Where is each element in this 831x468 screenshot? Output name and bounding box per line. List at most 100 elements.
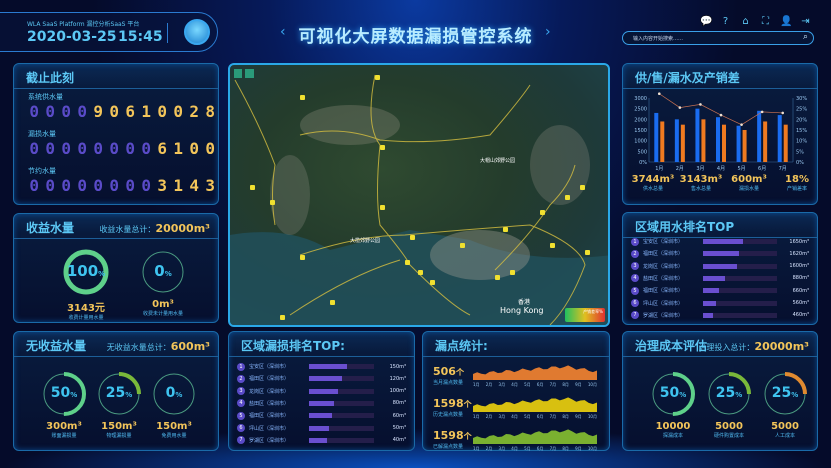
map-marker-icon[interactable] [250,185,255,190]
panel-title: 供/售/漏水及产销差 [635,71,740,85]
y-tick-label: 500 [637,149,647,155]
supply-stat: 3744m³ 供水总量 [631,174,675,192]
digit: 0 [61,102,72,121]
digit: 3 [205,176,216,195]
month-tick: 4月 [511,414,518,419]
counter-label: 系统供水量 [28,93,63,101]
month-tick: 10月 [587,382,597,387]
map-label: 大帽山郊野公园 [480,158,516,164]
map-marker-icon[interactable] [540,210,545,215]
month-tick: 2月 [485,382,493,387]
chat-icon[interactable]: 💬 [700,16,713,27]
bar-sales [660,121,665,162]
map-marker-icon[interactable] [405,260,410,265]
map-marker-icon[interactable] [580,185,585,190]
y2-tick-label: 20% [796,117,807,123]
digit: 0 [205,139,216,158]
map-marker-icon[interactable] [430,280,435,285]
ring-label: 免费用水量 [161,433,187,439]
rank-value: 1600m³ [789,263,809,270]
map-marker-icon[interactable] [460,243,465,248]
digit: 0 [173,102,184,121]
y2-tick-label: 15% [796,128,807,134]
moment-panel: 截止此刻 系统供水量 0 0 0 0 9 0 6 1 0 0 2 8 漏损水量 0 0 0 0 0 0 0 0 6 1 0 0 节约… [13,63,219,205]
search-input[interactable]: 输入内容开始搜索…… ⌕ [622,31,814,45]
ring-value: 0m³ [152,299,174,310]
map-marker-icon[interactable] [270,200,275,205]
percent-ring: 0% 150m³ 免费用水量 [149,369,199,439]
map-marker-icon[interactable] [280,315,285,320]
rank-row: 4 盐田区（深圳市） 880m³ [631,274,809,283]
x-tick-label: 2月 [676,166,684,172]
header-info-box: WLA SaaS Platform 漏控分析SaaS 平台 2020-03-25… [0,12,218,52]
map-marker-icon[interactable] [410,235,415,240]
map-marker-icon[interactable] [585,250,590,255]
percent-ring: 50% 300m³ 账面漏损量 [39,369,89,439]
supply-stat: 600m³ 漏损水量 [731,174,767,192]
digit: 6 [125,102,136,121]
bar-supply [777,115,782,162]
rank-number: 2 [237,374,245,383]
digit: 3 [157,176,168,195]
panel-title: 漏点统计: [435,339,488,353]
map-marker-icon[interactable] [565,195,570,200]
month-tick: 3月 [498,414,506,419]
rank-row: 1 宝安区（深圳市） 150m³ [237,362,406,371]
map-marker-icon[interactable] [380,145,385,150]
month-tick: 5月 [524,414,531,419]
month-tick: 2月 [485,414,493,419]
cost-panel: 治理成本评估 治理投入总计：20000m³ 50% 10000 探漏成本 25%… [622,331,818,451]
leak-area-chart [473,397,597,412]
month-tick: 7月 [549,382,557,387]
leak-count: 1598个 历史漏点数量 [433,397,472,418]
leak-count: 1598个 已解漏点数量 [433,429,472,450]
map-marker-icon[interactable] [495,275,500,280]
bar-sales [742,130,747,162]
rank-row: 3 龙岗区（深圳市） 1600m³ [631,262,809,271]
rank-row: 2 福田区（深圳市） 120m³ [237,374,406,383]
bar-supply [716,117,720,162]
month-tick: 4月 [511,446,518,451]
map-marker-icon[interactable] [418,270,423,275]
leak-count: 506个 当月漏点数量 [433,365,464,386]
map-view[interactable]: 大帽山郊野公园 大榄郊野公园 香港 Hong Kong 产销差率% [228,63,610,327]
search-icon[interactable]: ⌕ [802,32,808,42]
rank-bar [309,425,330,431]
rank-bar [703,275,726,281]
help-icon[interactable]: ? [722,16,729,27]
region-name: 福田区（深圳市） [643,251,684,258]
rank-number: 7 [237,436,245,445]
map-marker-icon[interactable] [330,300,335,305]
rank-number: 3 [237,387,245,396]
user-icon[interactable]: 👤 [780,16,793,27]
month-tick: 1月 [473,446,480,451]
supply-stat: 18% 产销差率 [785,174,809,192]
map-marker-icon[interactable] [503,227,508,232]
rank-value: 100m³ [389,388,406,395]
home-icon[interactable]: ⌂ [742,16,749,27]
rank-value: 560m³ [792,300,809,306]
rank-number: 1 [237,362,245,371]
bar-sales [783,124,788,162]
leak-points-panel: 漏点统计: 506个 当月漏点数量 1月 2月 3月 4月 5月 6月 7月 8月 9月 10月 15… [422,331,610,451]
map-marker-icon[interactable] [300,255,305,260]
region-name: 宝安区（深圳市） [249,364,290,370]
logout-icon[interactable]: ⇥ [801,16,810,27]
map-layers-icon[interactable] [245,69,254,78]
digit: 0 [93,139,104,158]
ring-value: 150m³ [156,421,192,432]
region-name: 福田区（深圳市） [249,376,290,383]
rank-row: 1 宝安区（深圳市） 1650m³ [631,237,809,246]
layers-button[interactable] [234,69,242,78]
fullscreen-icon[interactable]: ⛶ [762,16,769,27]
month-tick: 1月 [473,382,480,387]
map-marker-icon[interactable] [380,205,385,210]
ring-value: 5000 [715,421,743,432]
map-marker-icon[interactable] [510,270,515,275]
map-marker-icon[interactable] [550,243,555,248]
map-marker-icon[interactable] [300,95,305,100]
map-marker-icon[interactable] [375,75,380,80]
digit: 0 [77,176,88,195]
y-tick-label: 1500 [634,128,647,134]
rank-bar [703,263,738,269]
